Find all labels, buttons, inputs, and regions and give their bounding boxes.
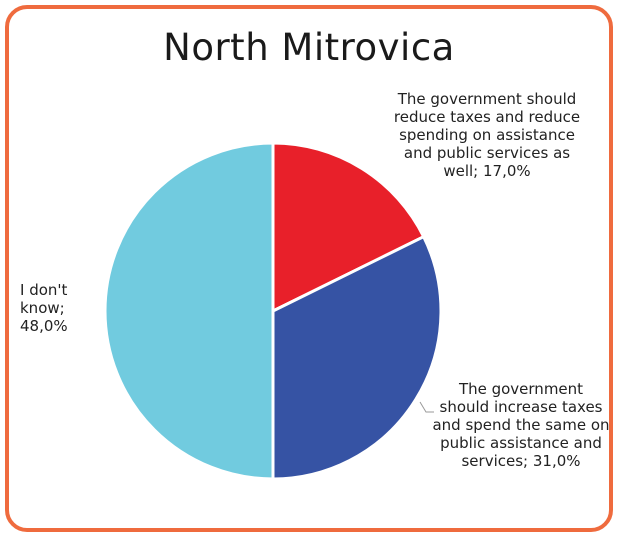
pie-slice-reduce-taxes — [271, 141, 426, 313]
pie-slice-dont-know — [103, 141, 275, 481]
slice-label-dont-know: I don't know; 48,0% — [20, 281, 68, 335]
leader-line-blue — [419, 401, 434, 413]
slice-label-reduce-taxes: The government should reduce taxes and r… — [393, 90, 581, 180]
chart-title: North Mitrovica — [163, 26, 455, 69]
slice-label-increase-taxes: The government should increase taxes and… — [432, 380, 610, 470]
pie-slice-increase-taxes — [271, 235, 443, 481]
